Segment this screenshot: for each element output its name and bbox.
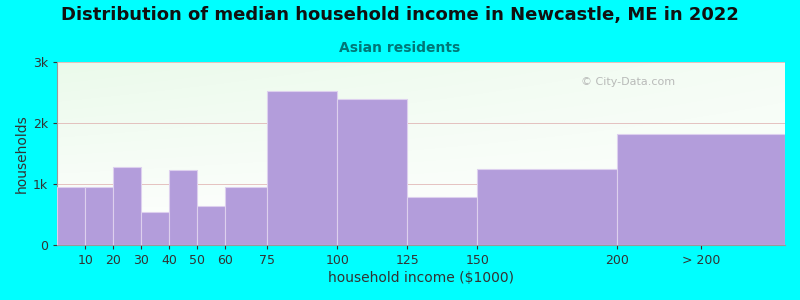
Bar bbox=[58, 187, 86, 245]
Bar bbox=[170, 170, 198, 245]
Bar bbox=[407, 197, 477, 245]
Bar bbox=[617, 134, 785, 245]
Bar bbox=[198, 206, 226, 245]
Bar bbox=[267, 91, 337, 245]
Y-axis label: households: households bbox=[15, 114, 29, 193]
Text: Distribution of median household income in Newcastle, ME in 2022: Distribution of median household income … bbox=[61, 6, 739, 24]
Bar bbox=[226, 187, 267, 245]
Bar bbox=[337, 99, 407, 245]
Bar bbox=[477, 169, 617, 245]
Bar bbox=[142, 212, 170, 245]
Bar bbox=[86, 187, 114, 245]
Bar bbox=[114, 167, 142, 245]
X-axis label: household income ($1000): household income ($1000) bbox=[328, 271, 514, 285]
Text: © City-Data.com: © City-Data.com bbox=[582, 76, 675, 87]
Text: Asian residents: Asian residents bbox=[339, 40, 461, 55]
